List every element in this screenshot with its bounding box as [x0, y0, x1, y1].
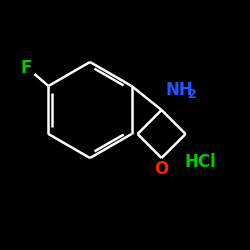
Text: O: O — [154, 160, 169, 178]
Text: F: F — [21, 59, 32, 77]
Text: NH: NH — [166, 81, 193, 99]
Text: HCl: HCl — [184, 153, 216, 171]
Text: 2: 2 — [188, 88, 196, 101]
